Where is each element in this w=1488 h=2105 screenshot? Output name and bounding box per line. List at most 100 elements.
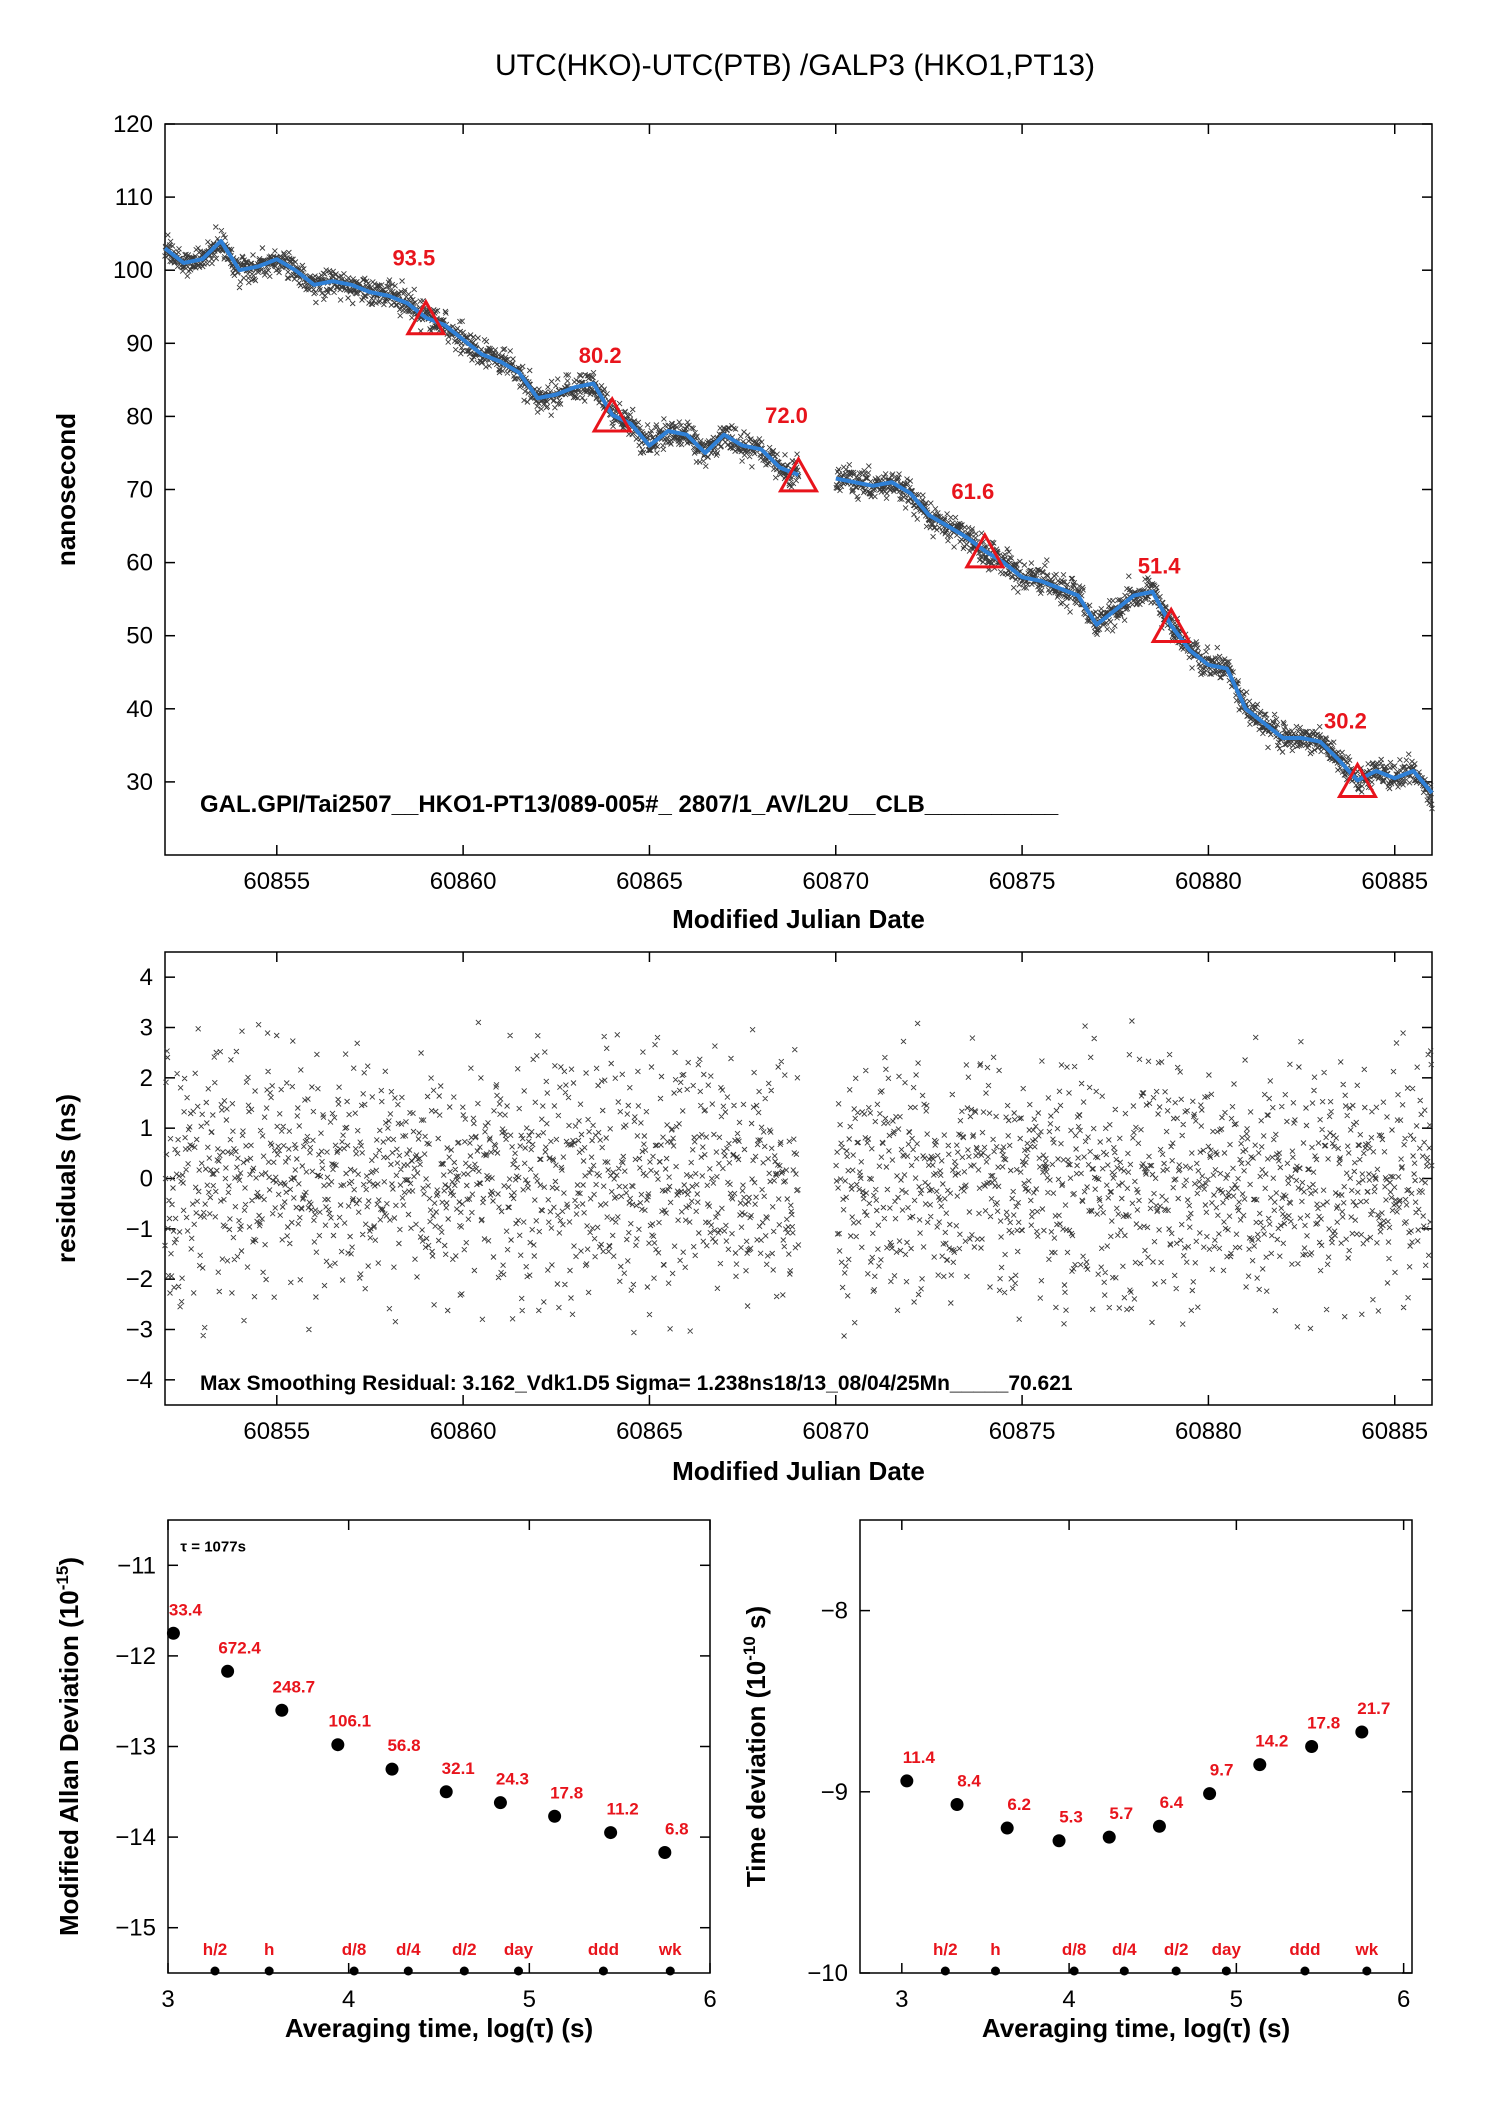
tdev-y-axis-label: Time deviation (10-10 s) bbox=[740, 1606, 771, 1887]
mdev-point bbox=[439, 1785, 453, 1799]
main-x-tick-label: 60870 bbox=[802, 868, 869, 895]
tdev-reference-mark bbox=[940, 1966, 950, 1976]
residuals-plot: 60855 60860 60865 60870 60875 60880 60885 −4 −3 −… bbox=[51, 951, 1435, 1486]
main-marker-label: 51.4 bbox=[1138, 553, 1182, 578]
res-y-tick-label: 4 bbox=[140, 964, 153, 991]
tdev-point-label: 9.7 bbox=[1210, 1761, 1234, 1780]
mdev-point-label: 17.8 bbox=[550, 1783, 583, 1802]
main-marker-triangle bbox=[777, 455, 820, 493]
main-y-tick-label: 50 bbox=[126, 623, 153, 650]
mdev-point bbox=[493, 1796, 507, 1810]
mdev-y-axis-label-main: Modified Allan Deviation (10 bbox=[54, 1590, 84, 1936]
res-footer-text: Max Smoothing Residual: 3.162_Vdk1.D5 Si… bbox=[200, 1372, 1073, 1395]
main-y-tick-label: 90 bbox=[126, 330, 153, 357]
tdev-point bbox=[1305, 1740, 1319, 1753]
tdev-reference-label: d/2 bbox=[1164, 1940, 1189, 1959]
mdev-point bbox=[548, 1809, 562, 1823]
tdev-x-axis-label: Averaging time, log(τ) (s) bbox=[982, 2013, 1290, 2043]
mdev-reference-mark bbox=[598, 1966, 608, 1976]
tdev-point-label: 6.4 bbox=[1160, 1793, 1184, 1812]
mdev-reference-mark bbox=[349, 1966, 359, 1976]
tdev-x-tick-label: 5 bbox=[1230, 1986, 1243, 2013]
main-x-tick-label: 60875 bbox=[989, 868, 1056, 895]
res-x-axis-label: Modified Julian Date bbox=[672, 1456, 925, 1486]
main-marker-label: 80.2 bbox=[579, 343, 622, 368]
modified-allan-deviation-plot: 3 4 5 6 −15 −14 −13 −12 −11 33.4 672.4 248.7 106.1 56… bbox=[53, 1519, 717, 2043]
main-x-tick-label: 60885 bbox=[1361, 868, 1428, 895]
tdev-reference-mark bbox=[1362, 1966, 1372, 1976]
tdev-point bbox=[950, 1797, 964, 1811]
tdev-reference-label: ddd bbox=[1289, 1940, 1320, 1959]
res-y-tick-label: 0 bbox=[140, 1166, 153, 1193]
tdev-reference-mark bbox=[1171, 1966, 1181, 1976]
mdev-tau-annotation: τ = 1077s bbox=[180, 1539, 246, 1556]
tdev-y-tick-label: −8 bbox=[821, 1598, 848, 1625]
main-smoothed-curve-2 bbox=[835, 476, 1434, 795]
main-y-tick-label: 80 bbox=[126, 403, 153, 430]
tdev-reference-label: day bbox=[1212, 1940, 1242, 1959]
res-frame bbox=[164, 951, 1433, 1406]
mdev-point-label: 56.8 bbox=[387, 1736, 420, 1755]
tdev-reference-mark bbox=[1221, 1966, 1231, 1976]
mdev-point-label: 24.3 bbox=[496, 1770, 529, 1789]
mdev-y-axis-label-end: ) bbox=[54, 1557, 84, 1566]
tdev-reference-label: wk bbox=[1354, 1940, 1378, 1959]
main-marker-triangle bbox=[591, 395, 633, 433]
tdev-point-label: 5.3 bbox=[1059, 1808, 1083, 1827]
tdev-y-tick-label: −9 bbox=[821, 1779, 848, 1806]
res-x-tick-label: 60885 bbox=[1361, 1418, 1428, 1445]
main-y-tick-label: 110 bbox=[115, 184, 153, 211]
main-y-tick-label: 30 bbox=[126, 769, 153, 796]
tdev-y-tick-label: −10 bbox=[807, 1960, 848, 1987]
mdev-point-label: 6.8 bbox=[665, 1820, 689, 1839]
mdev-x-tick-label: 3 bbox=[161, 1986, 174, 2013]
main-y-tick-label: 40 bbox=[126, 696, 153, 723]
tdev-point bbox=[1203, 1787, 1217, 1801]
tdev-y-axis-label-exponent: -10 bbox=[740, 1636, 759, 1661]
tdev-point-label: 17.8 bbox=[1307, 1714, 1340, 1733]
mdev-reference-label: wk bbox=[658, 1940, 682, 1959]
tdev-point-label: 5.7 bbox=[1109, 1804, 1133, 1823]
main-x-tick-label: 60855 bbox=[243, 868, 310, 895]
main-marker-triangle bbox=[1336, 761, 1379, 798]
figure-title: UTC(HKO)-UTC(PTB) /GALP3 (HKO1,PT13) bbox=[495, 49, 1095, 82]
tdev-x-tick-label: 4 bbox=[1062, 1986, 1075, 2013]
tdev-x-tick-label: 3 bbox=[895, 1986, 908, 2013]
time-deviation-plot: 3 4 5 6 −10 −9 −8 11.4 8.4 6.2 5.3 5.7 6.4 9.7 14.2 17.… bbox=[740, 1519, 1413, 2043]
main-marker-triangle bbox=[1150, 606, 1192, 643]
mdev-point bbox=[658, 1846, 672, 1860]
mdev-point bbox=[604, 1826, 618, 1840]
main-data-points bbox=[162, 224, 1435, 812]
res-y-tick-label: 1 bbox=[140, 1115, 153, 1142]
main-marker-label: 72.0 bbox=[765, 403, 808, 428]
res-y-tick-label: 3 bbox=[140, 1015, 153, 1042]
mdev-reference-label: day bbox=[504, 1940, 534, 1959]
mdev-y-tick-label: −12 bbox=[115, 1643, 156, 1670]
tdev-frame bbox=[859, 1519, 1413, 1974]
res-x-tick-label: 60880 bbox=[1175, 1418, 1242, 1445]
mdev-x-axis-label: Averaging time, log(τ) (s) bbox=[285, 2013, 593, 2043]
mdev-reference-label: ddd bbox=[588, 1940, 619, 1959]
mdev-point bbox=[275, 1703, 289, 1717]
tdev-point bbox=[1000, 1821, 1014, 1835]
mdev-y-tick-label: −15 bbox=[115, 1915, 156, 1942]
mdev-y-tick-label: −14 bbox=[115, 1824, 156, 1851]
main-y-tick-label: 70 bbox=[126, 477, 153, 504]
tdev-point-label: 14.2 bbox=[1255, 1732, 1288, 1751]
res-y-tick-label: −3 bbox=[126, 1317, 153, 1344]
mdev-point bbox=[166, 1626, 180, 1640]
mdev-point-label: 106.1 bbox=[329, 1712, 372, 1731]
res-data-points bbox=[162, 1018, 1435, 1339]
res-x-tick-label: 60875 bbox=[989, 1418, 1056, 1445]
tdev-point bbox=[1152, 1819, 1166, 1833]
mdev-reference-label: d/2 bbox=[452, 1940, 477, 1959]
mdev-reference-mark bbox=[403, 1966, 413, 1976]
mdev-y-axis-label-exponent: -15 bbox=[53, 1566, 72, 1591]
mdev-point-label: 672.4 bbox=[218, 1638, 261, 1657]
tdev-reference-label: h bbox=[990, 1940, 1000, 1959]
tdev-point-label: 11.4 bbox=[903, 1748, 936, 1767]
mdev-point bbox=[221, 1664, 235, 1678]
main-y-tick-label: 100 bbox=[113, 257, 153, 284]
mdev-reference-mark bbox=[459, 1966, 469, 1976]
main-marker-label: 93.5 bbox=[392, 246, 435, 271]
